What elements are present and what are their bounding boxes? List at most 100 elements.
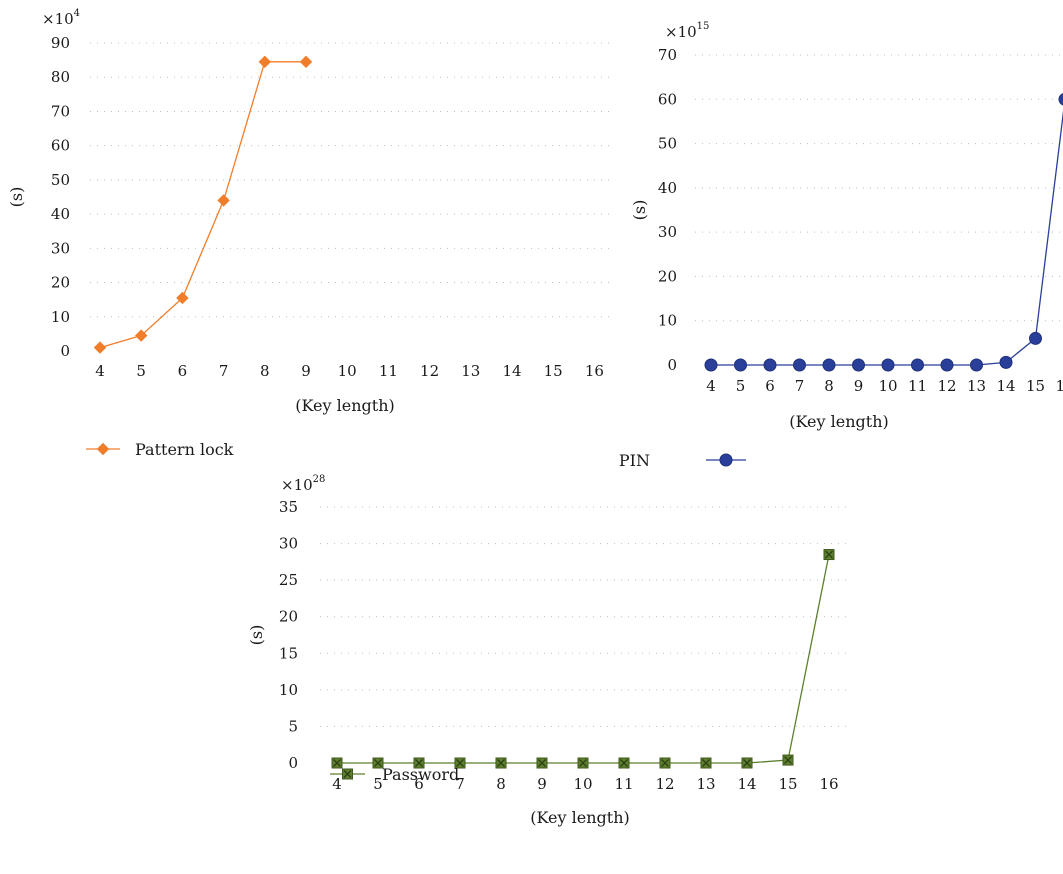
x-tick-label: 14 [996,377,1015,395]
data-point-cross-b [456,759,464,767]
x-tick-label: 11 [379,362,398,380]
x-tick-label: 8 [824,377,834,395]
legend-marker [719,453,733,467]
pattern-lock-chart: 0 10 20 30 40 50 60 70 80 90 4 5 6 7 8 9 10 11 12 13 14 15 16 (… [7,8,612,459]
data-point-cross-b [579,759,587,767]
y-tick-label: 30 [279,535,298,553]
data-point [536,757,548,769]
y-tick-label: 30 [658,223,677,241]
y-tick-label: 10 [51,308,70,326]
data-point-cross-b [743,759,751,767]
x-tick-label: 4 [332,775,342,793]
x-tick-label: 15 [1026,377,1045,395]
data-point [176,291,189,305]
legend-marker-cross-b [343,770,352,778]
multiplier-base: ×10 [42,10,74,28]
data-point [299,55,313,69]
x-tick-label: 16 [585,362,604,380]
data-point [852,358,865,372]
y-axis-label: (s) [630,200,649,221]
data-point [999,355,1013,369]
y-tick-label: 60 [658,90,677,108]
x-tick-label: 8 [260,362,270,380]
data-point-cross-b [661,759,669,767]
data-point [763,358,777,372]
legend-label: Pattern lock [135,440,234,459]
x-tick-label: 9 [854,377,864,395]
data-point-cross-b [333,759,341,767]
legend: Password [330,765,459,784]
data-point [217,194,230,207]
y-tick-label: 20 [51,274,70,292]
data-point [741,757,753,769]
data-point [822,358,836,372]
data-point [734,358,747,372]
x-tick-label: 11 [614,775,633,793]
password-chart: 0 5 10 15 20 25 30 35 4 5 6 7 8 9 10 11 12 13 14 15 16 (Key l… [247,474,852,827]
data-point [1029,331,1042,345]
y-tick-label: 60 [51,137,70,155]
x-axis-label: (Key length) [295,396,394,415]
x-tick-label: 14 [737,775,756,793]
data-point [793,358,806,372]
data-point [881,358,895,372]
data-point [331,757,343,769]
x-tick-label: 12 [420,362,439,380]
data-point-cross-b [784,756,792,765]
multiplier-exponent: 15 [697,21,710,32]
x-tick-label: 16 [1055,377,1063,395]
y-tick-label: 25 [279,571,298,589]
legend: Pattern lock [86,440,234,459]
data-point [700,757,712,769]
x-tick-label: 7 [795,377,805,395]
x-tick-label: 5 [736,377,746,395]
y-tick-label: 30 [51,239,70,257]
x-tick-label: 12 [937,377,956,395]
y-axis-label: (s) [247,625,266,646]
data-point [940,358,954,372]
legend-label: PIN [619,451,650,470]
multiplier-base: ×10 [281,476,313,494]
x-tick-label: 10 [878,377,897,395]
x-tick-label: 16 [819,775,838,793]
data-point [413,757,425,769]
series-line [99,61,306,349]
data-point [372,757,384,769]
x-tick-label: 5 [373,775,383,793]
x-tick-label: 4 [706,377,716,395]
data-point [454,757,466,769]
y-tick-label: 20 [279,608,298,626]
legend-marker [342,768,353,780]
data-point-cross-b [415,759,423,767]
x-tick-label: 6 [765,377,775,395]
y-tick-label: 15 [279,644,298,662]
x-tick-label: 13 [696,775,715,793]
data-point-cross-b [374,759,382,767]
y-tick-label: 90 [51,34,70,52]
x-tick-label: 11 [908,377,927,395]
y-tick-label: 50 [51,171,70,189]
x-tick-label: 9 [301,362,311,380]
y-axis-label: (s) [7,187,26,208]
y-tick-label: 0 [667,356,677,374]
series-line [337,554,830,764]
data-point [495,757,507,769]
legend-label: Password [382,765,459,784]
y-tick-label: 10 [658,312,677,330]
x-tick-label: 4 [95,362,105,380]
multiplier-base: ×10 [665,23,697,41]
x-tick-label: 6 [178,362,188,380]
legend: PIN [619,451,746,470]
y-tick-label: 0 [60,342,70,360]
x-tick-label: 10 [338,362,357,380]
x-axis-label: (Key length) [530,808,629,827]
x-tick-label: 8 [496,775,506,793]
data-point [911,358,924,372]
data-point [1058,93,1063,106]
x-tick-label: 13 [461,362,480,380]
x-tick-label: 15 [544,362,563,380]
multiplier-exponent: 28 [313,474,326,485]
data-point-cross-b [702,759,710,767]
axis-multiplier: ×1028 [281,474,325,494]
